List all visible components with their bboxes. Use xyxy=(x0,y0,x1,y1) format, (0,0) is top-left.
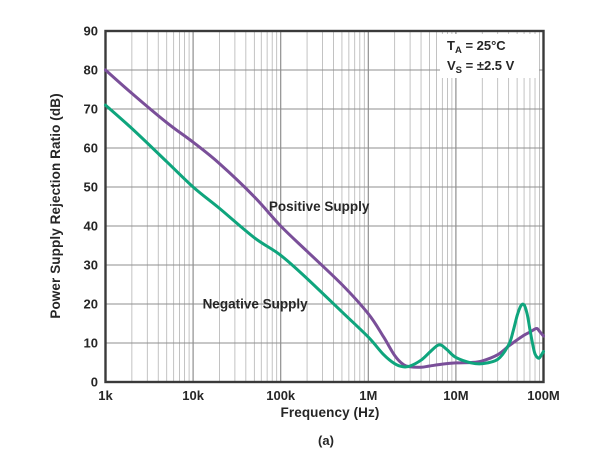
x-tick-label: 100k xyxy=(266,388,296,403)
x-tick-label: 10M xyxy=(443,388,468,403)
x-tick-label: 1M xyxy=(359,388,377,403)
curve-labels: Positive Supply Negative Supply xyxy=(203,199,370,312)
x-axis-title: Frequency (Hz) xyxy=(281,405,380,420)
y-tick-label: 90 xyxy=(84,24,98,39)
y-tick-label: 80 xyxy=(84,63,98,78)
annotation-supply-voltage: VS = ±2.5 V xyxy=(447,58,515,76)
y-tick-label: 30 xyxy=(84,258,98,273)
x-tick-label: 1k xyxy=(98,388,113,403)
y-tick-label: 40 xyxy=(84,219,98,234)
negative-supply-label: Negative Supply xyxy=(203,297,309,312)
y-axis-title: Power Supply Rejection Ratio (dB) xyxy=(48,93,63,318)
plot-frame xyxy=(104,29,545,384)
x-tick-label: 100M xyxy=(527,388,560,403)
y-tick-label: 0 xyxy=(91,375,98,390)
x-axis-tick-labels: 1k 10k 100k 1M 10M 100M xyxy=(98,388,560,403)
y-axis-tick-labels: 0 10 20 30 40 50 60 70 80 90 xyxy=(84,24,98,390)
y-tick-label: 60 xyxy=(84,141,98,156)
data-curves xyxy=(104,68,545,369)
annotation-temperature: TA = 25°C xyxy=(447,38,506,56)
y-tick-label: 70 xyxy=(84,102,98,117)
conditions-annotation: TA = 25°C VS = ±2.5 V xyxy=(440,34,539,78)
figure-caption: (a) xyxy=(318,433,334,448)
positive-supply-label: Positive Supply xyxy=(269,199,370,214)
x-tick-label: 10k xyxy=(182,388,204,403)
positive-supply-curve xyxy=(104,68,545,369)
negative-supply-curve xyxy=(104,103,545,369)
y-tick-label: 10 xyxy=(84,336,98,351)
y-tick-label: 50 xyxy=(84,180,98,195)
annotation-background xyxy=(440,34,539,78)
y-tick-label: 20 xyxy=(84,297,98,312)
